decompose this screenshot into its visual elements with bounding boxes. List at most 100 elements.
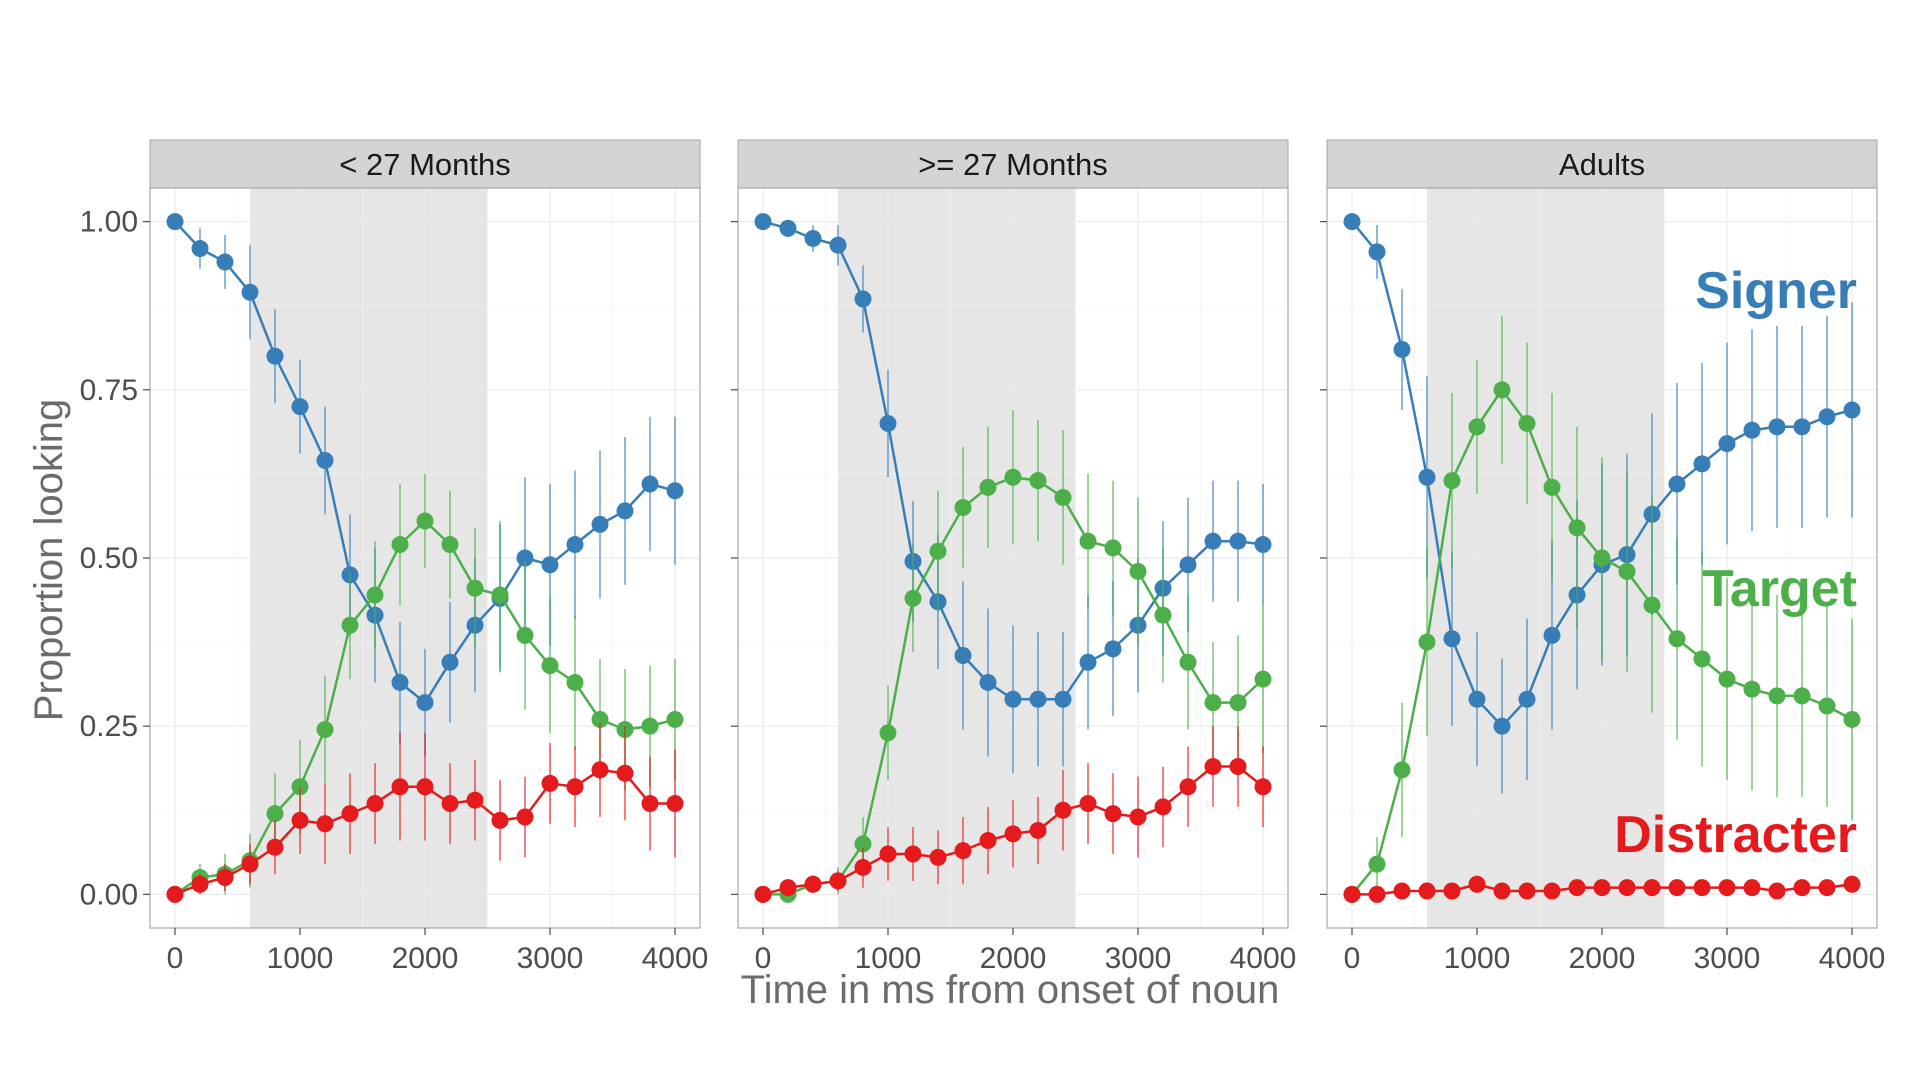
data-point <box>1204 758 1222 776</box>
x-tick-label: 2000 <box>392 942 459 975</box>
series-group <box>166 213 684 903</box>
data-point <box>266 347 284 365</box>
data-point <box>591 761 609 779</box>
data-point <box>516 808 534 826</box>
data-point <box>904 589 922 607</box>
data-point <box>1368 855 1386 873</box>
data-point <box>1493 717 1511 735</box>
data-point <box>954 647 972 665</box>
series-group <box>754 213 1272 903</box>
data-point <box>366 586 384 604</box>
data-point <box>1643 596 1661 614</box>
data-point <box>466 791 484 809</box>
data-point <box>1518 690 1536 708</box>
data-point <box>1843 710 1861 728</box>
data-point <box>854 858 872 876</box>
data-point <box>954 499 972 517</box>
data-point <box>1768 882 1786 900</box>
data-point <box>1343 885 1361 903</box>
data-point <box>1179 653 1197 671</box>
x-tick-label: 4000 <box>1230 942 1297 975</box>
data-point <box>241 855 259 873</box>
series-distracter <box>1343 875 1861 903</box>
data-point <box>854 835 872 853</box>
panel-strip <box>737 139 1289 189</box>
data-point <box>166 885 184 903</box>
data-point <box>416 512 434 530</box>
x-tick-label: 3000 <box>517 942 584 975</box>
data-point <box>1029 690 1047 708</box>
x-axis: 0 1000 2000 3000 4000 <box>755 928 1297 975</box>
panel-3: Adults 0 1000 2000 3000 4000 <box>1320 139 1885 975</box>
data-point <box>291 398 309 416</box>
panel-title: Adults <box>1559 147 1645 182</box>
data-point <box>1818 408 1836 426</box>
data-point <box>979 673 997 691</box>
data-point <box>804 229 822 247</box>
data-point <box>1029 821 1047 839</box>
data-point <box>541 774 559 792</box>
data-point <box>1254 536 1272 554</box>
data-point <box>391 536 409 554</box>
data-point <box>1179 556 1197 574</box>
data-point <box>1254 670 1272 688</box>
data-point <box>641 795 659 813</box>
data-point <box>1718 435 1736 453</box>
data-point <box>441 536 459 554</box>
panel-1: < 27 Months 0 1000 2000 3000 4000 0.00 0.25 0.50… <box>80 139 709 975</box>
y-axis-title: Proportion looking <box>27 399 71 721</box>
data-point <box>1543 626 1561 644</box>
data-point <box>316 451 334 469</box>
x-tick-label: 0 <box>1344 942 1361 975</box>
data-point <box>1743 879 1761 897</box>
series-label-distracter: Distracter <box>1614 806 1857 864</box>
data-point <box>616 764 634 782</box>
data-point <box>1229 532 1247 550</box>
data-point <box>466 579 484 597</box>
y-tick-label: 0.00 <box>80 878 138 911</box>
x-tick-label: 1000 <box>855 942 922 975</box>
data-point <box>616 502 634 520</box>
data-point <box>1004 468 1022 486</box>
y-tick-label: 0.25 <box>80 710 138 743</box>
data-point <box>441 653 459 671</box>
data-point <box>666 482 684 500</box>
data-point <box>566 536 584 554</box>
data-point <box>1229 694 1247 712</box>
panel-strip <box>149 139 701 189</box>
data-point <box>341 616 359 634</box>
data-point <box>666 710 684 728</box>
data-point <box>491 811 509 829</box>
data-point <box>241 283 259 301</box>
data-point <box>1743 680 1761 698</box>
data-point <box>1154 798 1172 816</box>
data-point <box>1004 690 1022 708</box>
y-tick-label: 0.50 <box>80 542 138 575</box>
data-point <box>591 515 609 533</box>
panel-strip <box>1326 139 1878 189</box>
x-tick-label: 4000 <box>642 942 709 975</box>
data-point <box>566 778 584 796</box>
x-tick-label: 0 <box>167 942 184 975</box>
y-axis: 0.00 0.25 0.50 0.75 1.00 <box>80 206 150 911</box>
series-target <box>166 473 684 903</box>
data-point <box>1079 795 1097 813</box>
data-point <box>1443 882 1461 900</box>
data-point <box>541 556 559 574</box>
data-point <box>366 795 384 813</box>
data-point <box>266 838 284 856</box>
data-point <box>216 253 234 271</box>
x-tick-label: 0 <box>755 942 772 975</box>
data-point <box>1154 606 1172 624</box>
x-tick-label: 3000 <box>1105 942 1172 975</box>
series-target <box>1343 315 1861 903</box>
data-point <box>1443 472 1461 490</box>
data-point <box>316 721 334 739</box>
series-group <box>1343 213 1861 903</box>
data-point <box>1468 875 1486 893</box>
x-axis: 0 1000 2000 3000 4000 <box>167 928 709 975</box>
data-point <box>1254 778 1272 796</box>
data-point <box>1129 562 1147 580</box>
x-tick-label: 2000 <box>980 942 1047 975</box>
series-label-target: Target <box>1702 560 1857 618</box>
